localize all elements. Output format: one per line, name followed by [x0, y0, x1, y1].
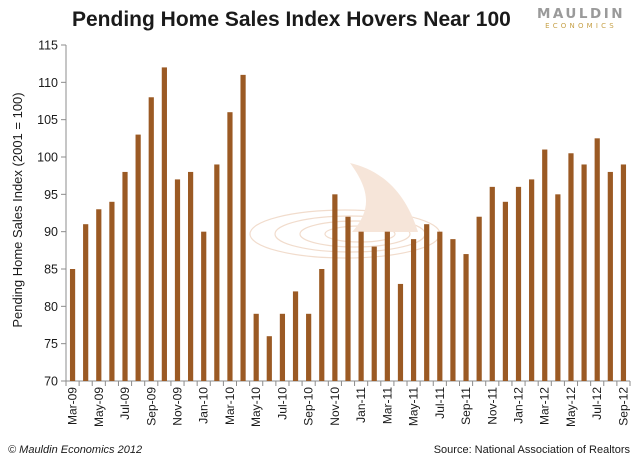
bar-Jan-11 [358, 231, 364, 381]
y-tick-label: 90 [44, 225, 58, 239]
bar-May-11 [410, 239, 417, 381]
bar-Dec-11 [502, 201, 508, 381]
x-tick-label: Nov-10 [328, 387, 342, 426]
x-tick-label: Jan-12 [512, 387, 526, 424]
x-tick-label: Jan-11 [354, 387, 368, 423]
bar-Nov-11 [489, 186, 495, 381]
x-tick-label: Nov-09 [170, 387, 184, 426]
bar-Feb-12 [529, 179, 535, 381]
x-tick-label: Sep-10 [302, 387, 316, 426]
x-tick-label: Jul-10 [275, 387, 289, 420]
bar-Oct-11 [476, 216, 482, 381]
x-tick-label: Sep-12 [616, 387, 630, 426]
x-tick-label: Nov-11 [485, 387, 499, 425]
bar-Jun-12 [581, 164, 587, 381]
bar-Jul-11 [437, 231, 443, 381]
x-tick-label: Jul-11 [433, 387, 447, 419]
bar-Apr-09 [83, 224, 89, 381]
x-tick-label: May-10 [249, 387, 263, 427]
y-tick-label: 115 [38, 39, 58, 53]
bar-Aug-12 [607, 171, 613, 381]
y-axis-label: Pending Home Sales Index (2001 = 100) [10, 92, 25, 327]
bar-Mar-09 [69, 269, 76, 381]
bar-Nov-09 [174, 179, 181, 381]
bar-Aug-09 [135, 134, 141, 381]
x-tick-label: Mar-12 [538, 387, 552, 425]
x-tick-label: Mar-09 [66, 387, 80, 425]
bar-Mar-10 [227, 112, 233, 381]
bar-May-09 [96, 209, 102, 381]
source-note: Source: National Association of Realtors [433, 444, 630, 456]
y-tick-label: 110 [38, 76, 58, 90]
x-tick-label: May-12 [564, 387, 578, 427]
bar-Dec-10 [345, 216, 351, 381]
x-tick-label: Jul-12 [590, 387, 604, 420]
bar-Sep-12 [620, 164, 627, 381]
chart-title: Pending Home Sales Index Hovers Near 100 [72, 8, 511, 31]
copyright-note: © Mauldin Economics 2012 [8, 444, 143, 456]
x-tick-label: Jul-09 [118, 387, 132, 420]
x-tick-label: Sep-09 [144, 387, 158, 426]
bar-Sep-09 [148, 97, 154, 382]
bar-Jun-10 [266, 336, 272, 381]
bar-series [69, 67, 627, 382]
bar-Apr-11 [397, 283, 404, 381]
bar-Jan-12 [515, 186, 522, 381]
x-tick-label: Mar-11 [380, 387, 394, 424]
x-tick-label: Jan-10 [197, 387, 211, 424]
x-tick-label: Mar-10 [223, 387, 237, 425]
bar-Jan-10 [201, 231, 207, 381]
y-tick-label: 105 [37, 113, 58, 127]
x-tick-label: May-11 [407, 387, 421, 426]
bar-Mar-12 [542, 149, 548, 381]
y-tick-label: 70 [44, 375, 58, 389]
y-tick-label: 75 [44, 337, 58, 351]
x-axis-ticks: Mar-09 May-09 Jul-09 Sep-09 Nov-09 Jan-10 Mar-… [65, 381, 631, 427]
bar-Aug-11 [450, 239, 456, 381]
x-tick-label: May-09 [92, 387, 106, 427]
bar-Feb-10 [214, 164, 220, 381]
bar-May-12 [568, 153, 574, 381]
bar-Aug-10 [292, 291, 299, 381]
bar-Jun-09 [109, 201, 115, 381]
bar-Mar-11 [384, 231, 390, 381]
bar-Apr-10 [240, 74, 246, 382]
bar-Apr-12 [555, 194, 561, 381]
economics-logo-subtitle: ECONOMICS [545, 22, 617, 30]
y-tick-label: 100 [37, 151, 58, 165]
bar-Feb-11 [371, 246, 377, 381]
bar-Oct-10 [319, 269, 325, 381]
bar-May-10 [253, 313, 259, 381]
x-tick-label: Sep-11 [459, 387, 473, 425]
bar-Jul-09 [122, 171, 128, 381]
bar-Oct-09 [161, 67, 167, 382]
y-tick-label: 85 [44, 263, 58, 277]
bar-Jul-12 [594, 138, 600, 381]
bar-Sep-10 [306, 313, 312, 381]
bar-Sep-11 [463, 254, 469, 381]
bar-Dec-09 [188, 171, 194, 381]
bar-Jun-11 [424, 224, 430, 381]
bar-Nov-10 [332, 194, 338, 381]
y-tick-label: 95 [44, 188, 58, 202]
bar-Jul-10 [279, 313, 286, 381]
mauldin-logo: MAULDIN [536, 6, 626, 22]
y-axis-ticks: 70 75 80 85 90 95 100 105 110 115 [37, 39, 66, 389]
y-tick-label: 80 [44, 300, 58, 314]
